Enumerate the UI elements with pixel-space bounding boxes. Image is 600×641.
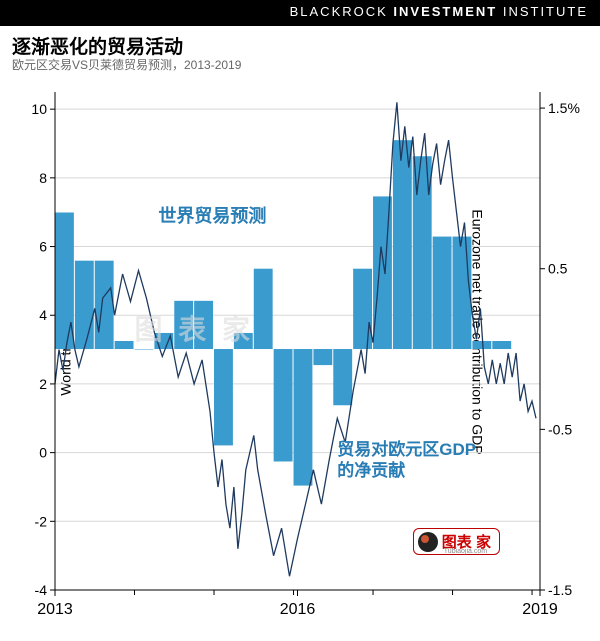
- logo-icon: [418, 532, 438, 552]
- svg-text:2016: 2016: [280, 601, 316, 618]
- svg-text:0: 0: [39, 445, 47, 461]
- svg-text:2: 2: [39, 376, 47, 392]
- svg-text:1.5%: 1.5%: [548, 100, 580, 116]
- watermark: 图 表 家: [135, 308, 255, 348]
- svg-text:-2: -2: [35, 513, 48, 529]
- chart-title: 逐渐恶化的贸易活动: [12, 32, 183, 59]
- svg-text:2019: 2019: [522, 601, 558, 618]
- svg-text:8: 8: [39, 170, 47, 186]
- brand-bold: INVESTMENT: [393, 4, 502, 19]
- header-bar: BLACKROCK INVESTMENT INSTITUTE: [0, 0, 600, 26]
- svg-text:6: 6: [39, 239, 47, 255]
- svg-text:4: 4: [39, 307, 47, 323]
- line-series-label: 世界贸易预测: [158, 202, 266, 228]
- svg-text:10: 10: [31, 101, 47, 117]
- svg-text:-4: -4: [35, 582, 48, 598]
- brand-tail: INSTITUTE: [503, 4, 588, 19]
- svg-text:0.5: 0.5: [548, 261, 568, 277]
- svg-text:2013: 2013: [37, 601, 73, 618]
- source-logo: 图表 家 Tubiaojia.com: [413, 528, 500, 555]
- svg-text:-1.5: -1.5: [548, 582, 572, 598]
- svg-text:-0.5: -0.5: [548, 421, 572, 437]
- chart-svg: -4 -2 0 2 4 6 8 10 -1.5 -0.5 0.5 1.5% 2013 2016 2019: [0, 82, 600, 641]
- brand-thin: BLACKROCK: [290, 4, 394, 19]
- bar-series-label: 贸易对欧元区GDP 的净贡献: [337, 439, 476, 482]
- chart-subtitle: 欧元区交易VS贝莱德贸易预测，2013-2019: [12, 56, 241, 73]
- logo-text-en: Tubiaojia.com: [444, 548, 487, 555]
- chart-area: -4 -2 0 2 4 6 8 10 -1.5 -0.5 0.5 1.5% 2013 2016 2019 图…: [0, 82, 600, 641]
